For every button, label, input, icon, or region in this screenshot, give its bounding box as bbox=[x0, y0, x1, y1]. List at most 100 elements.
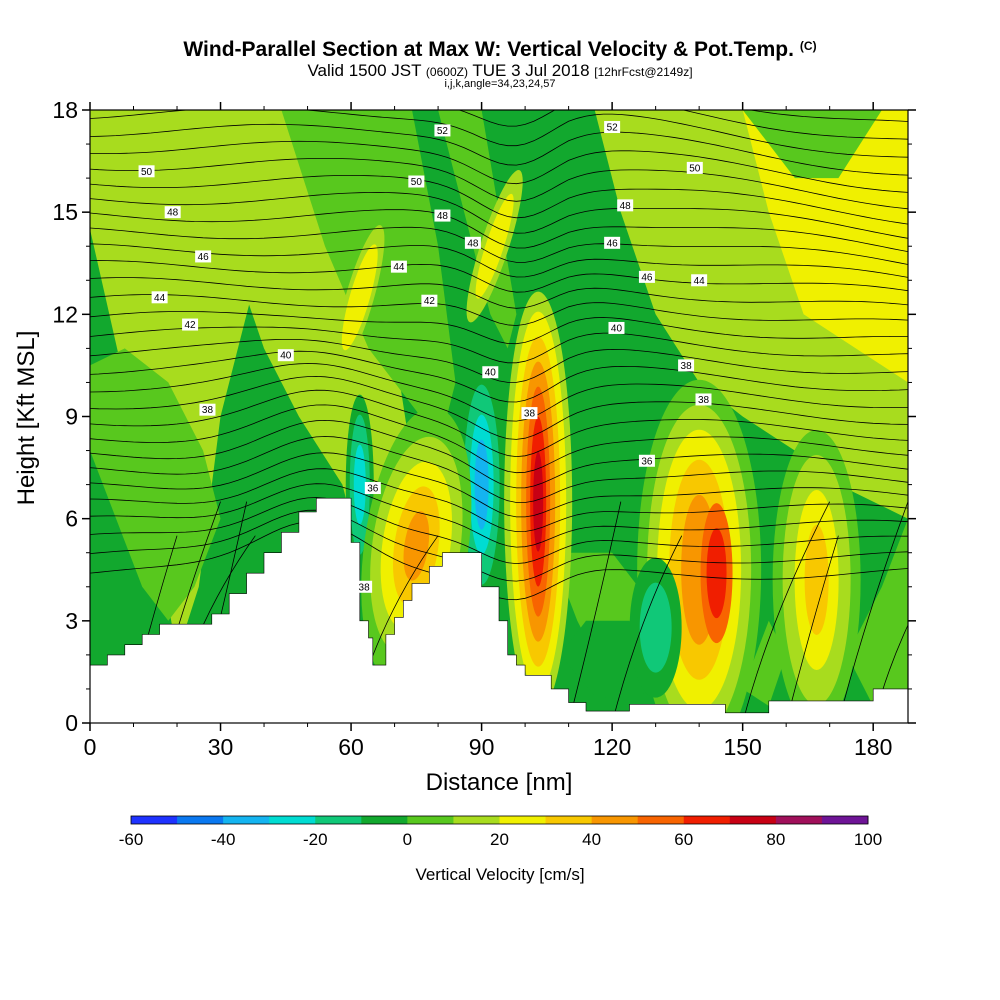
theta-contour bbox=[90, 497, 908, 565]
velocity-cell bbox=[710, 548, 723, 599]
contour-label-box bbox=[521, 407, 538, 420]
contour-label-box bbox=[604, 121, 621, 134]
contour-label: 46 bbox=[607, 238, 619, 249]
contour-label-box bbox=[686, 161, 703, 174]
velocity-cell bbox=[341, 244, 378, 351]
colorbar-swatch bbox=[775, 816, 823, 824]
contour-label: 52 bbox=[437, 126, 449, 137]
colorbar-tick-label: 40 bbox=[582, 830, 601, 849]
colorbar-swatch bbox=[131, 816, 178, 824]
velocity-cell bbox=[474, 439, 489, 530]
contour-label: 48 bbox=[467, 238, 479, 249]
theta-contour bbox=[742, 501, 831, 723]
theta-contour bbox=[611, 535, 683, 723]
velocity-band bbox=[90, 348, 221, 621]
x-tick-label: 30 bbox=[208, 734, 234, 760]
contour-label: 52 bbox=[607, 123, 619, 134]
contour-label: 38 bbox=[681, 361, 693, 372]
colorbar-title: Vertical Velocity [cm/s] bbox=[415, 865, 584, 884]
contour-label-box bbox=[604, 236, 621, 249]
x-axis-title: Distance [nm] bbox=[426, 769, 573, 796]
velocity-band bbox=[742, 110, 882, 179]
colorbar-tick-label: -20 bbox=[303, 830, 328, 849]
colorbar-swatch bbox=[223, 816, 270, 824]
colorbar-swatch bbox=[361, 816, 408, 824]
contour-label-box bbox=[277, 349, 294, 362]
theta-contour bbox=[90, 158, 908, 210]
theta-contour bbox=[90, 277, 908, 309]
y-tick-label: 3 bbox=[65, 608, 78, 634]
y-tick-label: 6 bbox=[65, 506, 78, 532]
colorbar-swatch bbox=[683, 816, 731, 824]
colorbar-swatch bbox=[453, 816, 500, 824]
contour-label: 38 bbox=[359, 582, 371, 593]
theta-contour bbox=[90, 419, 908, 489]
chart-title: Wind-Parallel Section at Max W: Vertical… bbox=[183, 38, 817, 61]
contour-label-box bbox=[138, 165, 155, 178]
theta-contour bbox=[90, 509, 908, 582]
theta-contour bbox=[90, 468, 908, 533]
theta-contour bbox=[90, 436, 908, 503]
contour-label: 44 bbox=[393, 262, 405, 273]
colorbar-swatch bbox=[591, 816, 639, 824]
contour-label: 50 bbox=[411, 177, 423, 188]
contour-label-box bbox=[356, 580, 373, 593]
colorbar-tick-label: 100 bbox=[854, 830, 882, 849]
contour-label-box bbox=[151, 291, 168, 304]
x-tick-label: 180 bbox=[854, 734, 892, 760]
colorbar-tick-label: 20 bbox=[490, 830, 509, 849]
contour-label-box bbox=[608, 321, 625, 334]
velocity-cell bbox=[403, 511, 430, 581]
contour-label-box bbox=[695, 393, 712, 406]
chart-indices: i,j,k,angle=34,23,24,57 bbox=[444, 78, 556, 90]
velocity-cell bbox=[804, 524, 829, 635]
colorbar-tick-label: -60 bbox=[119, 830, 144, 849]
theta-contour bbox=[90, 123, 908, 176]
theta-contour bbox=[90, 311, 908, 345]
copyright-mark: (C) bbox=[799, 39, 817, 53]
colorbar-swatch bbox=[637, 816, 685, 824]
y-tick-label: 0 bbox=[65, 710, 78, 736]
plot-area bbox=[90, 110, 908, 723]
y-tick-label: 9 bbox=[65, 404, 78, 430]
velocity-cell bbox=[353, 444, 366, 525]
contour-label: 40 bbox=[611, 323, 623, 334]
colorbar-swatch bbox=[821, 816, 869, 824]
theta-contour bbox=[90, 175, 908, 225]
theta-contour bbox=[90, 404, 908, 474]
theta-contour bbox=[90, 260, 908, 293]
contour-label: 48 bbox=[620, 201, 632, 212]
y-tick-label: 18 bbox=[52, 97, 78, 123]
contour-label-box bbox=[464, 236, 481, 249]
x-tick-label: 0 bbox=[84, 734, 97, 760]
contour-label-box bbox=[691, 274, 708, 287]
contour-label-box bbox=[434, 124, 451, 137]
theta-contour bbox=[90, 226, 908, 265]
velocity-cell bbox=[639, 582, 672, 673]
contour-label-box bbox=[434, 209, 451, 222]
contour-label: 38 bbox=[202, 405, 214, 416]
x-tick-label: 90 bbox=[469, 734, 495, 760]
theta-contour bbox=[90, 375, 908, 440]
contour-label-box bbox=[164, 206, 181, 219]
theta-contour bbox=[90, 350, 908, 403]
contour-label-box bbox=[390, 260, 407, 273]
contour-label-box bbox=[199, 403, 216, 416]
contour-label: 46 bbox=[198, 252, 210, 263]
contour-label-box bbox=[421, 294, 438, 307]
contour-label-box bbox=[408, 175, 425, 188]
theta-contour bbox=[785, 535, 839, 723]
contour-label: 48 bbox=[437, 211, 449, 222]
theta-contour bbox=[90, 243, 908, 278]
theta-contour bbox=[90, 363, 908, 422]
y-tick-label: 12 bbox=[52, 301, 78, 327]
contour-label: 36 bbox=[367, 484, 379, 495]
contour-label: 40 bbox=[485, 368, 497, 379]
colorbar-swatch bbox=[729, 816, 777, 824]
colorbar-tick-label: 60 bbox=[674, 830, 693, 849]
theta-contour bbox=[457, 110, 908, 140]
theta-contour bbox=[837, 501, 908, 723]
contour-label: 40 bbox=[280, 351, 292, 362]
velocity-cell bbox=[533, 451, 544, 552]
